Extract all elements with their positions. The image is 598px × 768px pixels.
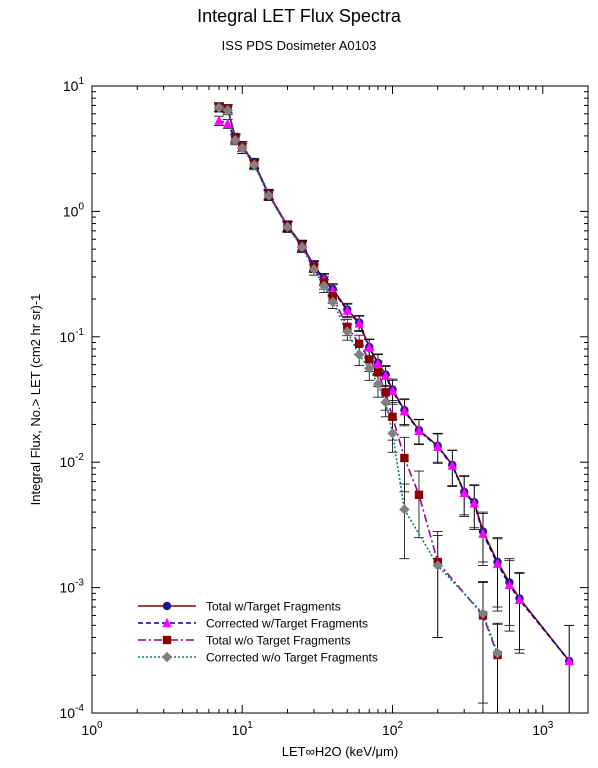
data-point-3 bbox=[308, 264, 320, 275]
data-point-2 bbox=[354, 339, 364, 348]
legend-marker-0 bbox=[162, 601, 172, 611]
data-point-3 bbox=[263, 190, 274, 201]
data-point-3 bbox=[222, 105, 233, 116]
data-point-1 bbox=[354, 318, 364, 328]
data-point-3 bbox=[296, 241, 308, 253]
data-point-1 bbox=[328, 285, 338, 295]
data-point-1 bbox=[214, 115, 224, 125]
x-tick-label: 102 bbox=[382, 720, 404, 738]
data-point-1 bbox=[342, 305, 352, 315]
series-line-2 bbox=[218, 106, 499, 656]
data-point-3 bbox=[282, 221, 293, 233]
data-point-1 bbox=[504, 579, 515, 590]
data-point-1 bbox=[514, 594, 525, 604]
data-point-3 bbox=[318, 280, 330, 292]
data-point-1 bbox=[447, 460, 458, 470]
plot-frame bbox=[91, 85, 589, 714]
x-axis-title: LET∞H2O (keV/μm) bbox=[282, 744, 398, 759]
series-line-1 bbox=[218, 119, 570, 662]
data-point-3 bbox=[213, 102, 225, 114]
data-point-3 bbox=[399, 504, 410, 515]
data-point-2 bbox=[365, 355, 374, 364]
data-point-1 bbox=[399, 406, 410, 416]
data-point-1 bbox=[387, 385, 398, 396]
data-point-1 bbox=[364, 342, 374, 352]
data-point-2 bbox=[373, 368, 383, 377]
data-point-3 bbox=[327, 296, 338, 308]
data-point-1 bbox=[478, 528, 488, 538]
data-point-1 bbox=[222, 118, 233, 128]
y-axis-title: Integral Flux, No.> LET (cm2 hr sr)-1 bbox=[28, 294, 43, 506]
x-tick-label: 103 bbox=[532, 720, 554, 738]
legend-marker-1 bbox=[162, 617, 172, 628]
data-point-1 bbox=[414, 425, 424, 435]
data-point-3 bbox=[477, 608, 489, 619]
y-tick-label: 10-2 bbox=[60, 452, 85, 470]
legend-marker-3 bbox=[161, 651, 173, 663]
data-point-3 bbox=[364, 363, 375, 374]
data-point-3 bbox=[248, 159, 260, 171]
data-point-1 bbox=[459, 487, 469, 498]
legend-label-3: Corrected w/o Target Fragments bbox=[206, 651, 378, 665]
data-point-1 bbox=[380, 370, 391, 380]
data-point-3 bbox=[237, 142, 248, 154]
series-line-3 bbox=[218, 107, 499, 654]
x-tick-label: 101 bbox=[232, 720, 254, 738]
legend-label-1: Corrected w/Target Fragments bbox=[206, 617, 368, 631]
legend-label-2: Total w/o Target Fragments bbox=[206, 634, 351, 648]
data-point-2 bbox=[381, 388, 390, 397]
data-point-3 bbox=[353, 349, 365, 360]
data-point-3 bbox=[387, 428, 398, 439]
data-point-3 bbox=[492, 647, 503, 659]
data-point-3 bbox=[342, 326, 353, 337]
x-tick-label: 100 bbox=[81, 720, 103, 738]
y-tick-label: 10-4 bbox=[60, 703, 85, 721]
y-tick-label: 101 bbox=[63, 76, 85, 94]
chart-subtitle: ISS PDS Dosimeter A0103 bbox=[221, 38, 377, 53]
y-tick-label: 10-3 bbox=[60, 578, 85, 596]
data-point-2 bbox=[388, 412, 397, 422]
data-point-2 bbox=[400, 453, 409, 463]
data-point-1 bbox=[564, 655, 574, 666]
data-point-1 bbox=[492, 558, 503, 568]
data-point-1 bbox=[433, 441, 443, 451]
legend-label-0: Total w/Target Fragments bbox=[206, 600, 341, 614]
data-point-3 bbox=[432, 560, 443, 571]
y-tick-label: 100 bbox=[63, 201, 85, 219]
data-point-1 bbox=[373, 358, 383, 368]
data-point-3 bbox=[380, 397, 391, 408]
data-point-2 bbox=[328, 292, 337, 301]
y-tick-label: 10-1 bbox=[60, 327, 85, 345]
data-point-1 bbox=[469, 498, 479, 508]
data-point-3 bbox=[230, 134, 241, 146]
data-point-2 bbox=[414, 490, 424, 499]
legend-marker-2 bbox=[162, 635, 172, 645]
chart-title: Integral LET Flux Spectra bbox=[197, 6, 401, 26]
data-point-3 bbox=[372, 378, 384, 390]
